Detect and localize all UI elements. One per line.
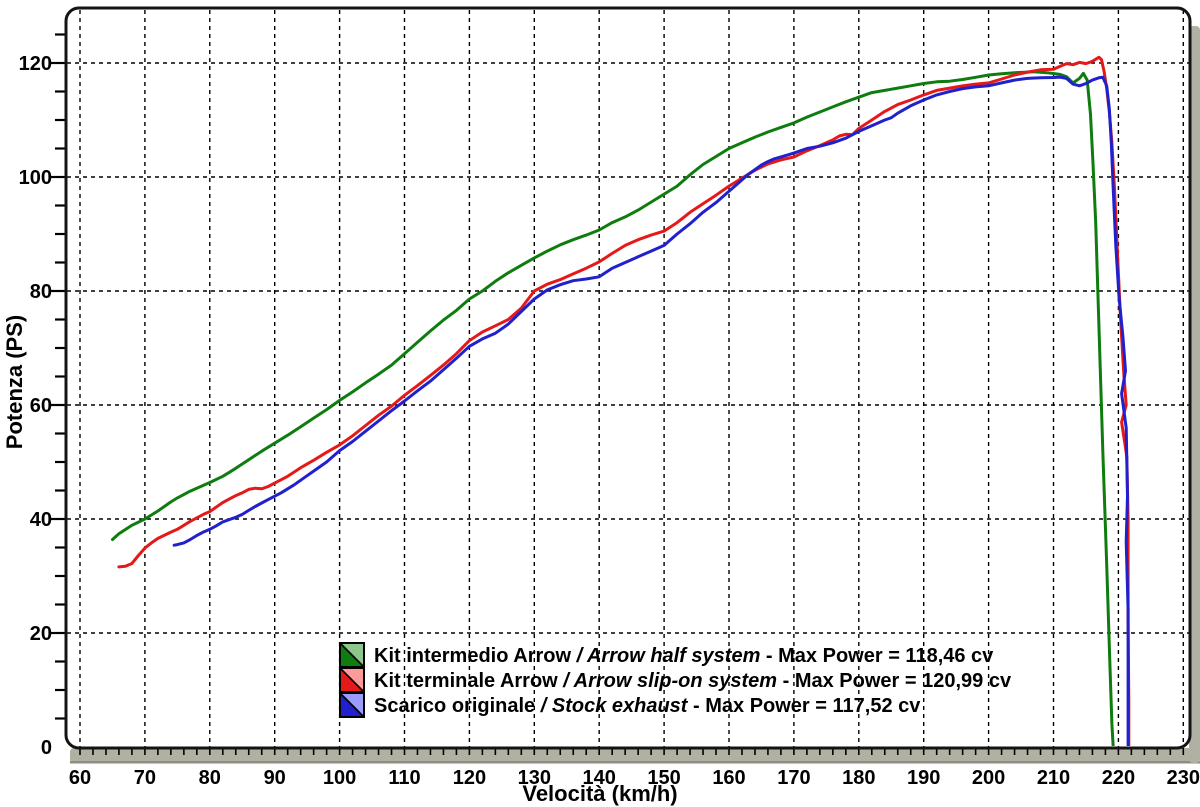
x-axis-bar-edge bbox=[70, 761, 1200, 764]
y-tick-labels: 0 20 40 60 80 100 120 bbox=[19, 53, 52, 759]
x-tick-label: 160 bbox=[712, 767, 745, 789]
x-tick-label: 180 bbox=[842, 767, 875, 789]
series-line-kit-terminale-arrow bbox=[117, 55, 1131, 746]
y-tick-label: 20 bbox=[30, 623, 52, 645]
legend-marker-border bbox=[339, 692, 365, 718]
x-tick-label: 100 bbox=[323, 767, 356, 789]
x-tick-label: 90 bbox=[264, 767, 286, 789]
series-group bbox=[111, 55, 1131, 746]
series-line-scarico-originale bbox=[172, 75, 1130, 746]
x-tick-label: 190 bbox=[907, 767, 940, 789]
plot-border bbox=[64, 6, 1192, 750]
legend-label-kit-terminale-arrow: Kit terminale Arrow / Arrow slip-on syst… bbox=[374, 670, 1012, 692]
x-tick-label: 140 bbox=[583, 767, 616, 789]
legend-marker-diagonal bbox=[339, 642, 365, 668]
x-tick-label: 60 bbox=[69, 767, 91, 789]
x-tick-label: 220 bbox=[1102, 767, 1135, 789]
legend-label-kit-intermedio-arrow: Kit intermedio Arrow / Arrow half system… bbox=[374, 645, 994, 667]
legend: Kit intermedio Arrow / Arrow half system… bbox=[339, 642, 1012, 718]
y-tick-label: 40 bbox=[30, 509, 52, 531]
x-tick-label: 170 bbox=[777, 767, 810, 789]
x-tick-label: 150 bbox=[647, 767, 680, 789]
y-axis-title: Potenza (PS) bbox=[2, 315, 27, 449]
legend-marker-kit-intermedio-arrow bbox=[339, 642, 365, 668]
y-tick-label: 80 bbox=[30, 281, 52, 303]
x-tick-label: 230 bbox=[1167, 767, 1200, 789]
x-tick-label: 110 bbox=[388, 767, 420, 789]
x-tick-label: 120 bbox=[453, 767, 486, 789]
y-tick-label: 100 bbox=[19, 167, 52, 189]
y-ticks bbox=[51, 33, 66, 720]
x-tick-label: 200 bbox=[972, 767, 1005, 789]
legend-marker-scarico-originale bbox=[339, 692, 365, 718]
legend-marker-diagonal bbox=[339, 667, 365, 693]
x-axis-title: Velocità (km/h) bbox=[522, 781, 677, 806]
series-line-kit-intermedio-arrow bbox=[111, 70, 1115, 746]
legend-marker-diagonal bbox=[339, 692, 365, 718]
x-tick-labels: 60 70 80 90 100 110 120 130 140 150 160 170 180 190 20… bbox=[69, 767, 1200, 789]
legend-marker-kit-terminale-arrow bbox=[339, 667, 365, 693]
y-tick-label: 120 bbox=[19, 53, 52, 75]
x-tick-label: 210 bbox=[1037, 767, 1070, 789]
y-tick-label: 0 bbox=[41, 737, 52, 759]
x-tick-label: 80 bbox=[199, 767, 221, 789]
x-tick-label: 130 bbox=[518, 767, 551, 789]
legend-label-scarico-originale: Scarico originale / Stock exhaust - Max … bbox=[374, 695, 921, 717]
x-tick-label: 70 bbox=[134, 767, 156, 789]
right-shadow-bar bbox=[1189, 26, 1200, 763]
y-tick-label: 60 bbox=[30, 395, 52, 417]
x-axis-bar bbox=[70, 748, 1200, 763]
